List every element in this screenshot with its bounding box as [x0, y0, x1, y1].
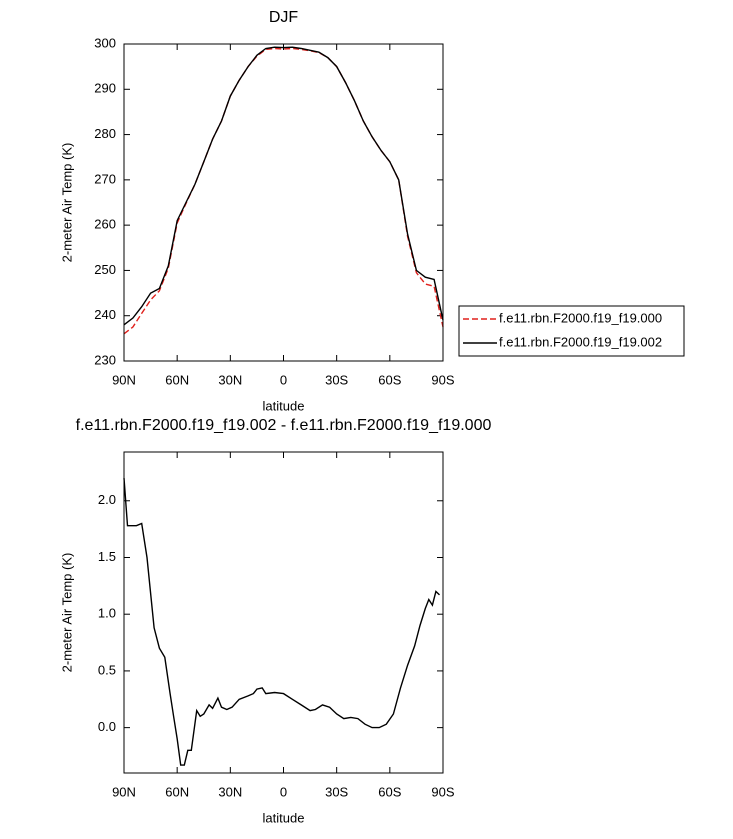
x-tick-label: 30N [218, 784, 242, 799]
x-tick-label: 90N [112, 372, 136, 387]
x-tick-label: 60S [378, 784, 401, 799]
data-line [123, 47, 444, 335]
y-tick-label: 280 [94, 126, 116, 141]
plot-frame [123, 43, 444, 362]
y-tick-label: 240 [94, 307, 116, 322]
x-tick-label: 90S [431, 784, 454, 799]
chart-title: f.e11.rbn.F2000.f19_f19.002 - f.e11.rbn.… [76, 417, 492, 434]
data-line [123, 46, 444, 326]
x-tick-label: 30S [325, 372, 348, 387]
legend-label: f.e11.rbn.F2000.f19_f19.000 [499, 310, 662, 325]
x-axis-label: latitude [263, 398, 305, 413]
y-tick-label: 1.5 [98, 549, 116, 564]
y-tick-label: 260 [94, 217, 116, 232]
x-tick-label: 0 [280, 372, 287, 387]
legend-label: f.e11.rbn.F2000.f19_f19.002 [499, 334, 662, 349]
y-tick-label: 270 [94, 171, 116, 186]
x-tick-label: 30S [325, 784, 348, 799]
x-tick-label: 60N [165, 372, 189, 387]
y-tick-label: 290 [94, 81, 116, 96]
y-tick-label: 230 [94, 352, 116, 367]
legend-box [458, 305, 685, 357]
y-tick-label: 0.0 [98, 719, 116, 734]
chart-title: DJF [269, 9, 299, 26]
x-tick-label: 90N [112, 784, 136, 799]
x-tick-label: 90S [431, 372, 454, 387]
y-tick-label: 2.0 [98, 492, 116, 507]
x-axis-label: latitude [263, 810, 305, 825]
x-tick-label: 60N [165, 784, 189, 799]
x-tick-label: 0 [280, 784, 287, 799]
x-tick-label: 30N [218, 372, 242, 387]
y-tick-label: 1.0 [98, 606, 116, 621]
y-axis-label: 2-meter Air Temp (K) [59, 143, 74, 263]
y-axis-label: 2-meter Air Temp (K) [59, 553, 74, 673]
data-line [123, 478, 440, 766]
y-tick-label: 300 [94, 35, 116, 50]
x-tick-label: 60S [378, 372, 401, 387]
y-tick-label: 0.5 [98, 662, 116, 677]
y-tick-label: 250 [94, 262, 116, 277]
plot-frame [123, 451, 444, 774]
